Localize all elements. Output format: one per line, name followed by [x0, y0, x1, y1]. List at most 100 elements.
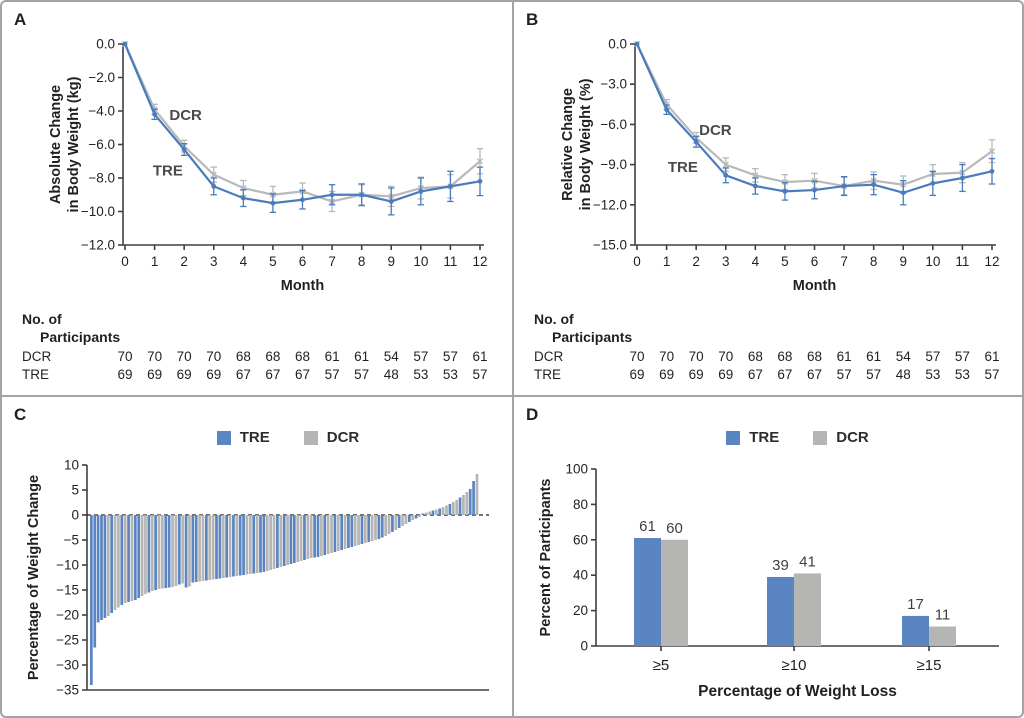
- participants-row-label: DCR: [22, 349, 51, 364]
- svg-text:−6.0: −6.0: [600, 117, 627, 132]
- axes: [118, 43, 484, 250]
- legend-item-tre: TRE: [726, 429, 779, 446]
- svg-text:1: 1: [663, 254, 671, 269]
- series-DCR: [121, 40, 484, 213]
- weight-change-waterfall-chart: 10 5 0 −5 −10 −15 −20 −25 −30 −35 Percentage of We…: [26, 458, 489, 698]
- svg-text:70: 70: [206, 349, 221, 364]
- svg-text:57: 57: [955, 349, 970, 364]
- svg-text:100: 100: [565, 462, 588, 477]
- svg-text:−3.0: −3.0: [600, 77, 627, 92]
- panel-c: C TRE DCR 10 5 0 −5 −10 −15 −20 −25 −30 −35 Percen…: [2, 397, 512, 716]
- svg-text:3: 3: [210, 254, 218, 269]
- svg-text:12: 12: [984, 254, 999, 269]
- participants-row-label: TRE: [534, 367, 561, 382]
- panel-c-label: C: [14, 405, 27, 424]
- svg-text:5: 5: [781, 254, 789, 269]
- svg-text:69: 69: [117, 367, 132, 382]
- svg-text:67: 67: [265, 367, 280, 382]
- svg-text:−15: −15: [56, 583, 79, 598]
- svg-text:57: 57: [472, 367, 487, 382]
- legend-label-tre: TRE: [749, 429, 780, 446]
- tre-swatch: [216, 430, 231, 445]
- participants-row-label: DCR: [534, 349, 563, 364]
- svg-text:61: 61: [325, 349, 340, 364]
- svg-text:0: 0: [121, 254, 129, 269]
- svg-text:8: 8: [870, 254, 878, 269]
- panel-b: B 0.0 −3.0 −6.0 −9.0 −12.0 −15.0 0 1 2 3 4 5 6 7 8 9 10 1…: [514, 2, 1022, 395]
- svg-text:12: 12: [472, 254, 487, 269]
- svg-text:Month: Month: [281, 278, 324, 294]
- svg-text:−20: −20: [56, 608, 79, 623]
- svg-text:61: 61: [354, 349, 369, 364]
- svg-text:4: 4: [752, 254, 760, 269]
- svg-text:5: 5: [269, 254, 277, 269]
- svg-text:0.0: 0.0: [96, 37, 115, 52]
- svg-text:Percent of Participants: Percent of Participants: [538, 479, 554, 637]
- svg-text:−9.0: −9.0: [600, 157, 627, 172]
- svg-text:57: 57: [866, 367, 881, 382]
- svg-text:−4.0: −4.0: [88, 104, 115, 119]
- svg-text:57: 57: [413, 349, 428, 364]
- svg-text:in Body Weight (%): in Body Weight (%): [578, 78, 594, 210]
- svg-text:4: 4: [240, 254, 248, 269]
- svg-text:68: 68: [295, 349, 310, 364]
- svg-text:3: 3: [722, 254, 730, 269]
- svg-text:−12.0: −12.0: [81, 238, 115, 253]
- svg-text:70: 70: [718, 349, 733, 364]
- series-TRE: [634, 41, 996, 206]
- svg-text:48: 48: [896, 367, 911, 382]
- horizontal-divider: [2, 395, 1022, 397]
- svg-text:9: 9: [899, 254, 907, 269]
- svg-text:61: 61: [639, 518, 656, 535]
- axes: [82, 464, 489, 691]
- svg-text:57: 57: [925, 349, 940, 364]
- svg-text:80: 80: [573, 497, 588, 512]
- bar-dcr-≥15: [929, 626, 956, 646]
- svg-text:10: 10: [64, 458, 79, 473]
- svg-text:−25: −25: [56, 633, 79, 648]
- svg-text:20: 20: [573, 603, 588, 618]
- svg-text:69: 69: [206, 367, 221, 382]
- svg-text:11: 11: [935, 607, 951, 624]
- svg-text:7: 7: [840, 254, 848, 269]
- svg-text:53: 53: [925, 367, 940, 382]
- svg-text:67: 67: [295, 367, 310, 382]
- legend-item-tre: TRE: [216, 429, 270, 446]
- svg-text:≥10: ≥10: [782, 657, 807, 674]
- svg-text:68: 68: [748, 349, 763, 364]
- svg-text:67: 67: [236, 367, 251, 382]
- svg-text:−15.0: −15.0: [593, 238, 627, 253]
- svg-text:−35: −35: [56, 683, 79, 698]
- svg-text:Absolute Change: Absolute Change: [48, 85, 64, 204]
- svg-text:−10: −10: [56, 558, 79, 573]
- svg-text:61: 61: [984, 349, 999, 364]
- svg-text:TRE: TRE: [153, 162, 183, 179]
- svg-text:39: 39: [772, 557, 789, 574]
- svg-text:0.0: 0.0: [608, 37, 627, 52]
- svg-text:54: 54: [896, 349, 912, 364]
- svg-text:0: 0: [633, 254, 641, 269]
- panel-a: A 0.0 −2.0 −4.0 −6.0 −8.0 −10.0 −12.0 0 1 2 3 4 5 6 7 8…: [2, 2, 512, 395]
- svg-text:68: 68: [807, 349, 822, 364]
- svg-text:57: 57: [443, 349, 458, 364]
- svg-text:60: 60: [666, 520, 683, 537]
- svg-text:48: 48: [384, 367, 399, 382]
- panel-a-label: A: [14, 10, 27, 29]
- svg-text:−5: −5: [64, 533, 79, 548]
- svg-text:0: 0: [580, 639, 588, 654]
- svg-text:−30: −30: [56, 658, 79, 673]
- svg-text:≥15: ≥15: [917, 657, 942, 674]
- svg-text:−12.0: −12.0: [593, 197, 627, 212]
- participants-row-label: TRE: [22, 367, 49, 382]
- panel-b-label: B: [526, 10, 539, 29]
- svg-text:No. of: No. of: [22, 311, 62, 327]
- vertical-divider: [512, 2, 514, 716]
- svg-text:67: 67: [777, 367, 792, 382]
- svg-text:Relative Change: Relative Change: [560, 88, 576, 201]
- svg-text:40: 40: [573, 568, 588, 583]
- svg-text:−10.0: −10.0: [81, 204, 115, 219]
- dcr-swatch: [813, 430, 828, 445]
- svg-text:53: 53: [443, 367, 458, 382]
- svg-text:Month: Month: [793, 278, 836, 294]
- svg-text:TRE: TRE: [668, 159, 698, 176]
